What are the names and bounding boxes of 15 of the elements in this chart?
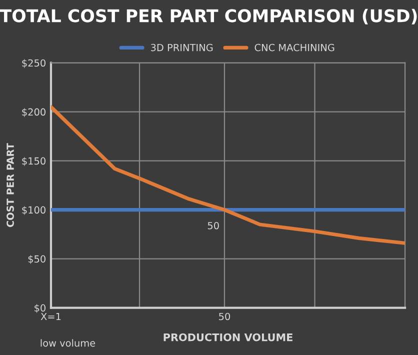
y-tick-label: $50: [28, 255, 46, 264]
annotation: 50: [208, 222, 219, 230]
y-tick-label: $250: [22, 59, 46, 68]
y-tick-label: $0: [34, 304, 46, 313]
chart-title: TOTAL COST PER PART COMPARISON (USD): [0, 8, 417, 24]
line-series: [50, 105, 406, 245]
legend-label: CNC MACHINING: [254, 44, 334, 52]
legend-label: 3D PRINTING: [150, 44, 213, 52]
x-axis-title: PRODUCTION VOLUME: [164, 333, 292, 342]
y-tick-label: $200: [22, 108, 46, 117]
y-axis-title: COST PER PART: [6, 143, 14, 228]
y-tick-label: $100: [22, 206, 46, 215]
text: low volume: [40, 339, 96, 347]
x-tick-label: X=1: [40, 312, 61, 320]
y-tick-label: $150: [22, 157, 46, 166]
